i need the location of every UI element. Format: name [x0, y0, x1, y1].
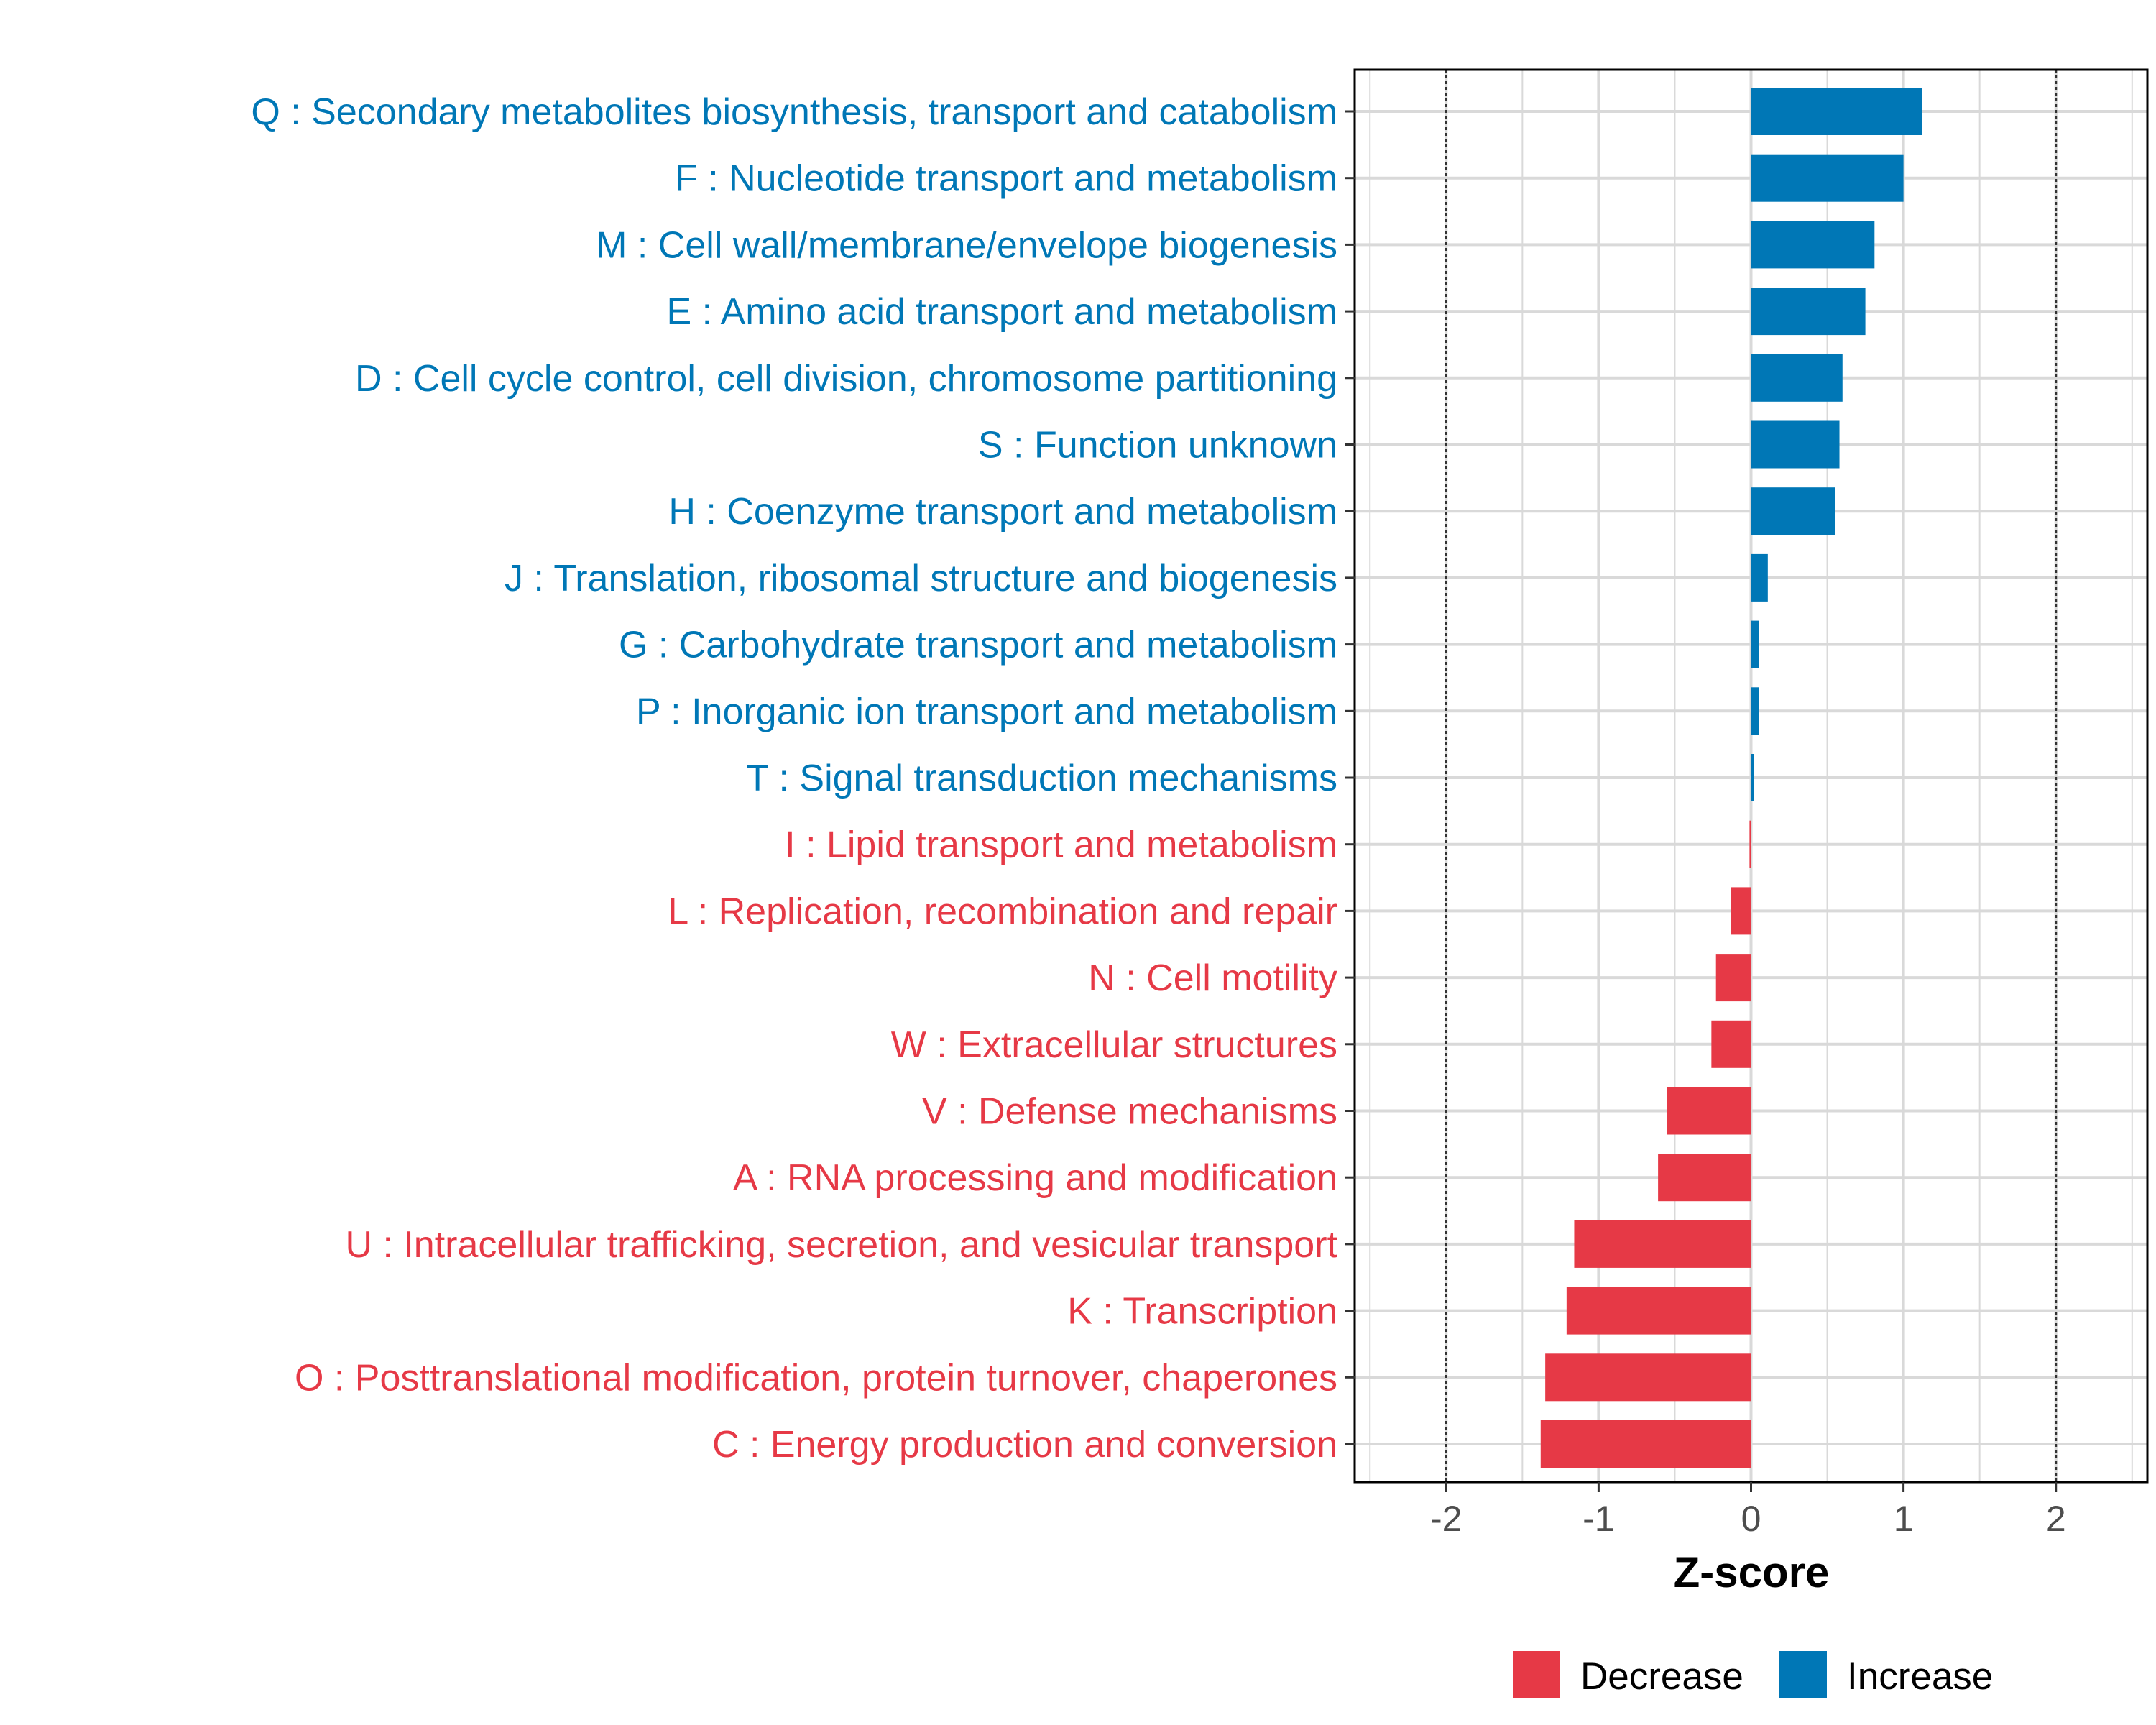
legend: Decrease Increase — [1513, 1651, 1993, 1698]
label-layer: Q : Secondary metabolites biosynthesis, … — [251, 91, 2065, 1539]
category-label: J : Translation, ribosomal structure and… — [505, 558, 1337, 599]
category-label: L : Replication, recombination and repai… — [668, 891, 1337, 932]
bar — [1751, 420, 1840, 469]
category-label: P : Inorganic ion transport and metaboli… — [636, 691, 1337, 732]
bar — [1751, 754, 1754, 801]
category-label: K : Transcription — [1067, 1291, 1337, 1333]
bar — [1751, 221, 1875, 269]
bar — [1566, 1287, 1751, 1335]
x-tick-label: 2 — [2046, 1499, 2066, 1539]
bar — [1731, 887, 1751, 935]
bar — [1751, 354, 1843, 402]
bar — [1574, 1220, 1751, 1268]
bar — [1540, 1420, 1751, 1468]
bar — [1711, 1020, 1751, 1068]
x-tick-label: 1 — [1894, 1499, 1914, 1539]
x-tick-label: -2 — [1430, 1499, 1462, 1539]
bar — [1715, 954, 1751, 1002]
category-label: F : Nucleotide transport and metabolism — [675, 158, 1337, 200]
category-label: C : Energy production and conversion — [712, 1424, 1337, 1466]
legend-swatch-decrease — [1513, 1651, 1560, 1698]
bar — [1751, 288, 1866, 336]
bar — [1667, 1087, 1751, 1135]
category-label: V : Defense mechanisms — [922, 1091, 1337, 1133]
x-tick-label: 0 — [1741, 1499, 1761, 1539]
x-axis-title: Z-score — [1674, 1548, 1830, 1596]
bar — [1751, 154, 1904, 202]
category-label: Q : Secondary metabolites biosynthesis, … — [251, 91, 1337, 133]
category-label: I : Lipid transport and metabolism — [785, 824, 1337, 866]
category-label: O : Posttranslational modification, prot… — [295, 1357, 1337, 1399]
category-label: D : Cell cycle control, cell division, c… — [355, 358, 1337, 400]
category-label: M : Cell wall/membrane/envelope biogenes… — [596, 224, 1337, 266]
bar — [1751, 620, 1759, 668]
category-label: T : Signal transduction mechanisms — [746, 758, 1337, 799]
category-label: S : Function unknown — [978, 425, 1337, 466]
bar — [1658, 1154, 1751, 1202]
bar — [1545, 1353, 1751, 1402]
axis-layer — [1345, 68, 2149, 1492]
category-label: G : Carbohydrate transport and metabolis… — [619, 625, 1337, 666]
category-label: U : Intracellular trafficking, secretion… — [345, 1224, 1337, 1266]
bar — [1749, 820, 1751, 868]
bar-layer — [1540, 88, 1922, 1468]
category-label: W : Extracellular structures — [891, 1024, 1337, 1066]
category-label: E : Amino acid transport and metabolism — [666, 291, 1337, 333]
bar — [1751, 487, 1835, 535]
x-tick-label: -1 — [1583, 1499, 1614, 1539]
category-label: A : RNA processing and modification — [733, 1157, 1337, 1199]
bar — [1751, 88, 1922, 135]
category-label: N : Cell motility — [1088, 957, 1337, 999]
bar — [1751, 553, 1768, 602]
legend-label-decrease: Decrease — [1580, 1655, 1743, 1698]
legend-swatch-increase — [1779, 1651, 1827, 1698]
legend-label-increase: Increase — [1847, 1655, 1993, 1698]
category-label: H : Coenzyme transport and metabolism — [668, 491, 1337, 533]
bar — [1751, 687, 1759, 735]
